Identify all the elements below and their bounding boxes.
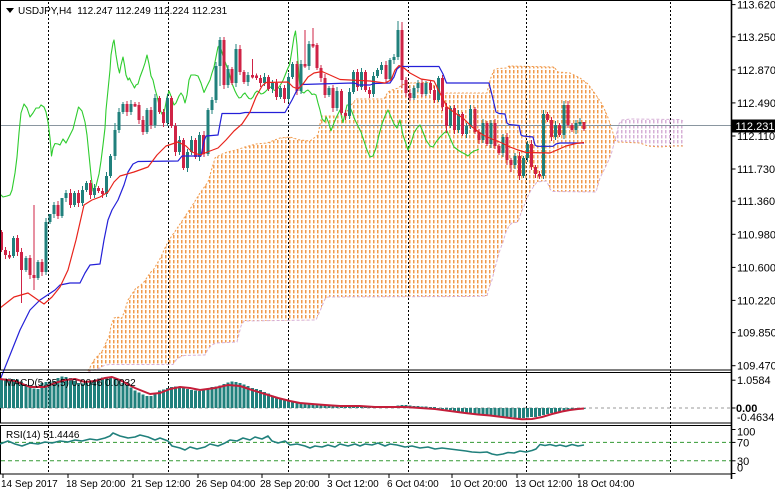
svg-text:112.110: 112.110	[737, 131, 775, 143]
svg-text:30: 30	[737, 456, 749, 468]
svg-text:112.231: 112.231	[736, 121, 775, 133]
svg-text:0: 0	[737, 463, 743, 475]
svg-text:-0.4634: -0.4634	[737, 412, 774, 424]
svg-text:USDJPY,H4 112.247 112.249 112: USDJPY,H4 112.247 112.249 112.224 112.23…	[18, 6, 228, 17]
svg-text:28 Sep 20:00: 28 Sep 20:00	[260, 479, 320, 490]
svg-text:26 Sep 04:00: 26 Sep 04:00	[196, 479, 256, 490]
svg-text:13 Oct 12:00: 13 Oct 12:00	[515, 479, 573, 490]
svg-text:3 Oct 12:00: 3 Oct 12:00	[327, 479, 379, 490]
svg-text:111.360: 111.360	[737, 196, 775, 208]
svg-text:70: 70	[737, 437, 749, 449]
svg-text:0.00: 0.00	[736, 403, 757, 415]
svg-text:1.0584: 1.0584	[737, 375, 771, 387]
svg-text:109.470: 109.470	[737, 361, 775, 373]
svg-text:110.980: 110.980	[737, 229, 775, 241]
svg-text:6 Oct 04:00: 6 Oct 04:00	[387, 479, 439, 490]
svg-text:21 Sep 12:00: 21 Sep 12:00	[131, 479, 191, 490]
svg-text:MACD(5,35,5) 0.0046 0.0032: MACD(5,35,5) 0.0046 0.0032	[5, 378, 136, 389]
svg-text:113.250: 113.250	[737, 32, 775, 44]
svg-text:10 Oct 20:00: 10 Oct 20:00	[450, 479, 508, 490]
svg-text:RSI(14) 51.4446: RSI(14) 51.4446	[6, 430, 80, 441]
svg-text:113.620: 113.620	[737, 0, 775, 12]
svg-text:112.870: 112.870	[737, 65, 775, 77]
svg-text:100: 100	[737, 426, 755, 438]
svg-text:110.220: 110.220	[737, 295, 775, 307]
svg-text:112.490: 112.490	[737, 98, 775, 110]
svg-text:109.850: 109.850	[737, 328, 775, 340]
svg-text:18 Sep 20:00: 18 Sep 20:00	[66, 479, 126, 490]
svg-text:110.600: 110.600	[737, 262, 775, 274]
svg-text:18 Oct 04:00: 18 Oct 04:00	[577, 479, 635, 490]
svg-text:14 Sep 2017: 14 Sep 2017	[1, 479, 58, 490]
svg-text:111.730: 111.730	[737, 164, 775, 176]
